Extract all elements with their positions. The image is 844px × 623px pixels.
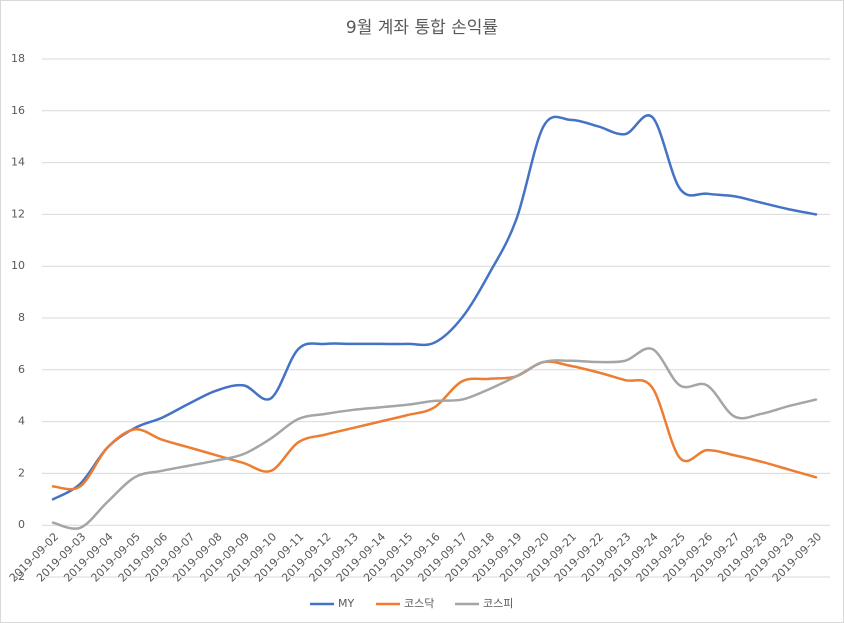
y-tick-label: 6 bbox=[18, 363, 25, 376]
y-tick-label: 8 bbox=[18, 311, 25, 324]
y-tick-label: 16 bbox=[11, 104, 25, 117]
y-tick-label: 4 bbox=[18, 415, 25, 428]
y-tick-label: 14 bbox=[11, 156, 25, 169]
y-tick-label: 18 bbox=[11, 52, 25, 65]
legend-label: 코스닥 bbox=[404, 597, 434, 610]
chart-title: 9월 계좌 통합 손익률 bbox=[346, 18, 498, 38]
y-tick-label: 0 bbox=[18, 518, 25, 531]
line-series bbox=[51, 360, 818, 491]
line-series bbox=[51, 347, 818, 530]
y-tick-label: 10 bbox=[11, 259, 25, 272]
y-tick-label: 2 bbox=[18, 466, 25, 479]
line-series bbox=[51, 114, 818, 501]
legend-label: 코스피 bbox=[483, 597, 513, 610]
y-tick-label: 12 bbox=[11, 207, 25, 220]
legend-label: MY bbox=[338, 597, 354, 610]
y-tick-label: -2 bbox=[14, 570, 25, 583]
